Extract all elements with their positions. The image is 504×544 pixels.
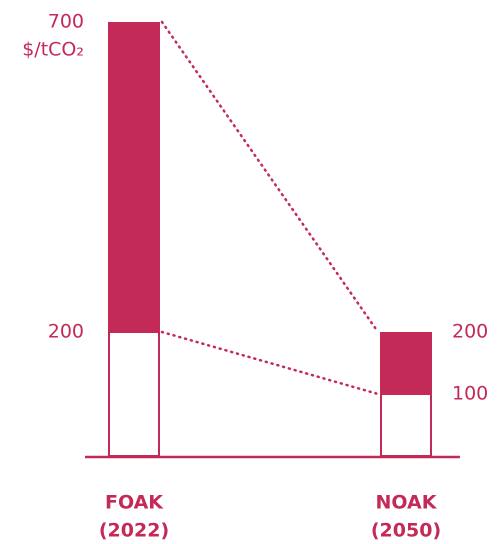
connector (160, 330, 380, 396)
range-bar (108, 22, 160, 332)
value-label: 700 (48, 11, 84, 33)
category-year: (2022) (99, 520, 169, 542)
value-label: 200 (452, 321, 488, 343)
category-year: (2050) (371, 520, 441, 542)
value-label: 200 (48, 321, 84, 343)
category-label: FOAK (105, 492, 164, 514)
base-bar (108, 331, 160, 457)
category-label: NOAK (376, 492, 438, 514)
base-bar (380, 393, 432, 457)
range-bar (380, 332, 432, 394)
unit-label: $/tCO₂ (22, 39, 84, 61)
value-label: 100 (452, 383, 488, 405)
connector (160, 20, 380, 334)
